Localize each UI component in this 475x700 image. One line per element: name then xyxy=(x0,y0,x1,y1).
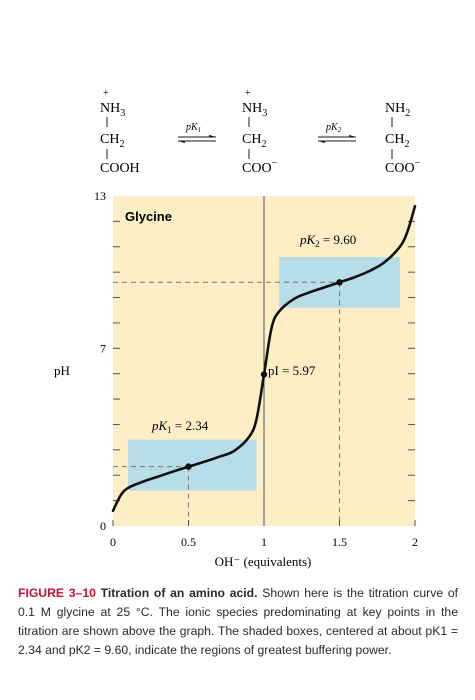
x-tick-label: 0 xyxy=(110,535,116,549)
equilibrium-pk1-label: pK1 xyxy=(185,122,201,134)
ionic-species-row: + NH3 CH2 COOH pK1 + NH3 CH2 COO− pK2 NH xyxy=(100,88,421,176)
equilibrium-pk2: pK2 xyxy=(318,122,356,144)
x-tick-label: 0.5 xyxy=(181,535,196,549)
species-anion-amine: NH2 xyxy=(385,101,410,119)
species-zwitterion: + NH3 CH2 COO− xyxy=(242,88,278,176)
species-cation-amine: NH3 xyxy=(100,101,125,119)
species-anion-methylene: CH2 xyxy=(385,132,409,150)
annotation-pi: pI = 5.97 xyxy=(268,363,316,378)
species-zwitterion-top-charge: + xyxy=(245,88,251,99)
titration-figure: + NH3 CH2 COOH pK1 + NH3 CH2 COO− pK2 NH xyxy=(54,88,421,569)
species-zwitterion-carboxylate: COO− xyxy=(242,158,278,176)
pk1-point xyxy=(185,463,192,470)
y-tick-label: 13 xyxy=(94,189,106,203)
species-zwitterion-amine: NH3 xyxy=(242,101,267,119)
equilibrium-pk2-label: pK2 xyxy=(325,122,342,134)
species-cation: + NH3 CH2 COOH xyxy=(100,88,140,176)
y-axis-label: pH xyxy=(54,363,70,378)
y-tick-label: 7 xyxy=(100,341,106,355)
species-anion: NH2 CH2 COO− xyxy=(385,101,421,176)
species-cation-top-charge: + xyxy=(103,88,109,99)
figure-caption: FIGURE 3–10 Titration of an amino acid. … xyxy=(18,584,458,660)
annotation-pk2: pK2 = 9.60 xyxy=(299,232,356,249)
x-tick-label: 1.5 xyxy=(332,535,347,549)
titration-chart: 0 0.5 1 1.5 2 0 7 13 Glycine pK1 = 2.34 pI = 5.… xyxy=(54,189,418,569)
pi-point xyxy=(260,371,268,378)
species-cation-carboxyl: COOH xyxy=(100,161,140,176)
equilibrium-pk1: pK1 xyxy=(178,122,216,144)
panel-label: Glycine xyxy=(125,209,172,224)
species-cation-methylene: CH2 xyxy=(100,132,124,150)
y-tick-label: 0 xyxy=(100,519,106,533)
species-zwitterion-methylene: CH2 xyxy=(242,132,266,150)
caption-figure-number: FIGURE 3–10 xyxy=(18,586,96,600)
x-tick-label: 1 xyxy=(261,535,267,549)
x-axis-label: OH⁻ (equivalents) xyxy=(215,554,312,569)
species-anion-carboxylate: COO− xyxy=(385,158,421,176)
caption-body: Shown here is the titration curve of 0.1… xyxy=(18,586,458,657)
x-tick-label: 2 xyxy=(412,535,418,549)
caption-title: Titration of an amino acid. xyxy=(100,586,258,600)
pk2-point xyxy=(336,279,343,286)
annotation-pk1: pK1 = 2.34 xyxy=(151,418,209,435)
